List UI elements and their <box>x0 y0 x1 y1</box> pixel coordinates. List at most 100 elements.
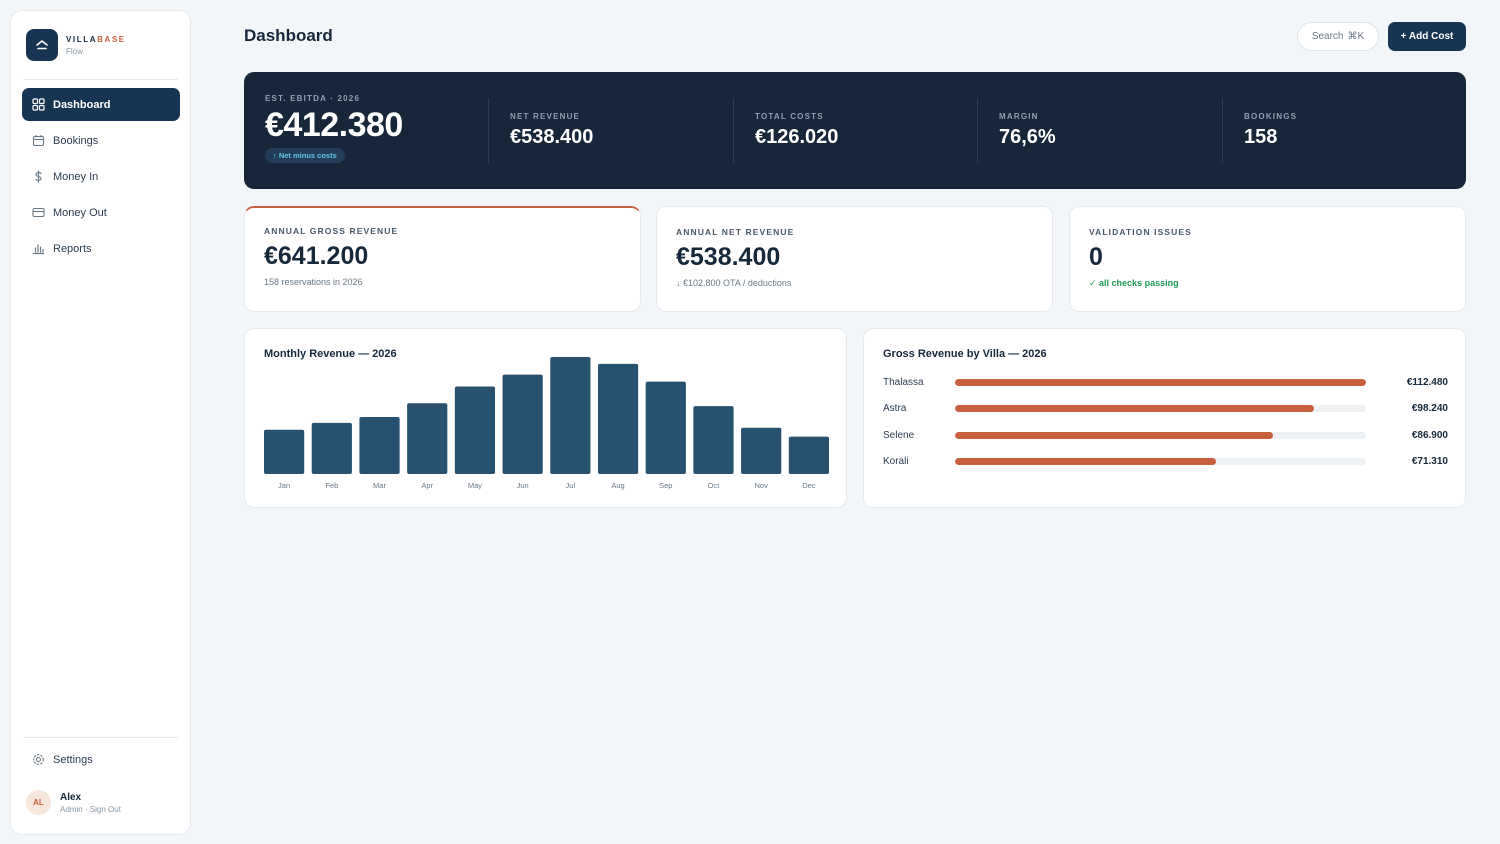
ebitda-hero: EST. EBITDA · 2026 €412.380 ↑ Net minus … <box>244 72 1466 189</box>
hero-stat-bookings: BOOKINGS 158 <box>1222 98 1297 163</box>
sidebar-item-label: Money In <box>53 170 99 183</box>
hero-main-metric: EST. EBITDA · 2026 €412.380 ↑ Net minus … <box>265 94 403 163</box>
villa-name: Korali <box>883 456 909 467</box>
villa-bar-fill <box>955 405 1314 412</box>
divider <box>23 79 178 80</box>
villa-value: €86.900 <box>1411 429 1448 441</box>
sidebar-item-bookings[interactable]: Bookings <box>22 124 180 157</box>
user-name: Alex <box>60 791 82 803</box>
kpi-value: €641.200 <box>264 242 369 270</box>
sidebar-item-reports[interactable]: Reports <box>22 232 180 265</box>
villa-bar-track <box>955 431 1366 439</box>
x-tick-label: Apr <box>421 481 433 490</box>
credit-card-icon <box>32 206 45 219</box>
kpi-card-gross-revenue: ANNUAL GROSS REVENUE €641.200 158 reserv… <box>244 206 641 312</box>
bar-dec[interactable] <box>788 436 829 474</box>
villa-row-korali[interactable]: Korali €71.310 <box>883 455 1448 469</box>
avatar: AL <box>26 790 51 815</box>
search-label: Search <box>1311 31 1344 42</box>
villa-card-title: Gross Revenue by Villa — 2026 <box>883 348 1047 360</box>
user-profile[interactable]: AL Alex Admin · Sign Out <box>26 790 121 815</box>
villa-revenue-card: Gross Revenue by Villa — 2026 Thalassa €1… <box>863 328 1466 508</box>
sidebar-item-money-in[interactable]: Money In <box>22 160 180 193</box>
sidebar-item-label: Dashboard <box>53 98 111 111</box>
kpi-card-net-revenue: ANNUAL NET REVENUE €538.400 ↓ €102.800 O… <box>656 206 1053 312</box>
x-tick-label: Dec <box>802 481 816 490</box>
hero-stat-margin: MARGIN 76,6% <box>977 98 1056 163</box>
villa-row-thalassa[interactable]: Thalassa €112.480 <box>883 375 1448 389</box>
villa-row-selene[interactable]: Selene €86.900 <box>883 428 1448 442</box>
x-tick-label: Feb <box>325 481 338 490</box>
search-button[interactable]: Search ⌘K <box>1297 22 1379 51</box>
stat-value: €126.020 <box>755 126 839 148</box>
kpi-label: VALIDATION ISSUES <box>1089 227 1192 237</box>
stat-value: 76,6% <box>999 126 1056 148</box>
stat-value: €538.400 <box>510 126 594 148</box>
gear-icon <box>32 753 45 766</box>
villa-bar-fill <box>955 378 1366 386</box>
stat-label: TOTAL COSTS <box>755 112 824 121</box>
villa-bar-track <box>955 405 1366 412</box>
villa-bar-track <box>955 458 1366 465</box>
bar-aug[interactable] <box>597 363 639 474</box>
x-tick-label: May <box>468 481 482 490</box>
dollar-icon <box>32 170 45 183</box>
hero-value: €412.380 <box>265 106 403 144</box>
user-role-signout[interactable]: Admin · Sign Out <box>60 804 121 814</box>
x-tick-label: Oct <box>708 481 721 490</box>
bar-apr[interactable] <box>407 403 448 474</box>
grid-icon <box>32 98 45 111</box>
bar-jul[interactable] <box>550 356 591 474</box>
bar-jan[interactable] <box>264 429 305 474</box>
villa-row-astra[interactable]: Astra €98.240 <box>883 402 1448 416</box>
sidebar: VILLABASE Flow Dashboard Bookings Money … <box>10 10 191 835</box>
brand[interactable]: VILLABASE Flow <box>26 29 126 61</box>
bar-jun[interactable] <box>502 374 543 474</box>
home-icon <box>26 29 58 61</box>
search-shortcut: ⌘K <box>1347 31 1365 42</box>
kpi-value: €538.400 <box>676 243 781 271</box>
x-tick-label: Aug <box>611 481 624 490</box>
villa-value: €112.480 <box>1406 376 1448 388</box>
sidebar-nav: Dashboard Bookings Money In Money Out Re… <box>22 88 180 268</box>
monthly-revenue-card: Monthly Revenue — 2026 Jan Feb Mar Apr May Ju… <box>244 328 847 508</box>
stat-value: 158 <box>1244 126 1278 148</box>
villa-bar-fill <box>955 431 1273 439</box>
kpi-sub: ✓ all checks passing <box>1089 278 1179 288</box>
kpi-sub: ↓ €102.800 OTA / deductions <box>676 278 792 288</box>
bar-feb[interactable] <box>311 422 352 474</box>
x-tick-label: Sep <box>659 481 672 490</box>
stat-label: NET REVENUE <box>510 112 581 121</box>
villa-value: €98.240 <box>1411 403 1448 414</box>
villa-name: Selene <box>883 429 915 441</box>
kpi-card-validation: VALIDATION ISSUES 0 ✓ all checks passing <box>1069 206 1466 312</box>
sidebar-item-money-out[interactable]: Money Out <box>22 196 180 229</box>
villa-name: Thalassa <box>883 376 924 388</box>
brand-name: VILLABASE <box>66 34 126 44</box>
x-tick-label: Jan <box>278 481 290 490</box>
villa-bar-fill <box>955 458 1216 465</box>
stat-label: BOOKINGS <box>1244 112 1298 121</box>
kpi-label: ANNUAL GROSS REVENUE <box>264 226 399 236</box>
settings-label: Settings <box>53 753 93 766</box>
bar-oct[interactable] <box>693 406 734 474</box>
sidebar-item-settings[interactable]: Settings <box>32 753 93 766</box>
page-title: Dashboard <box>244 26 333 45</box>
calendar-icon <box>32 134 45 147</box>
hero-label: EST. EBITDA · 2026 <box>265 94 361 103</box>
hero-stat-net-revenue: NET REVENUE €538.400 <box>488 98 593 163</box>
sidebar-item-label: Reports <box>53 242 92 255</box>
bar-nov[interactable] <box>741 427 782 474</box>
villa-value: €71.310 <box>1411 456 1448 467</box>
sidebar-item-dashboard[interactable]: Dashboard <box>22 88 180 121</box>
add-cost-button[interactable]: + Add Cost <box>1388 22 1466 51</box>
x-tick-label: Mar <box>373 481 386 490</box>
bar-may[interactable] <box>454 386 496 474</box>
bar-mar[interactable] <box>359 416 400 474</box>
x-tick-label: Nov <box>755 481 769 490</box>
villa-bar-track <box>955 378 1366 386</box>
divider <box>23 737 178 738</box>
kpi-sub: 158 reservations in 2026 <box>264 277 363 287</box>
bar-sep[interactable] <box>645 381 686 474</box>
bar-chart-icon <box>32 242 45 255</box>
